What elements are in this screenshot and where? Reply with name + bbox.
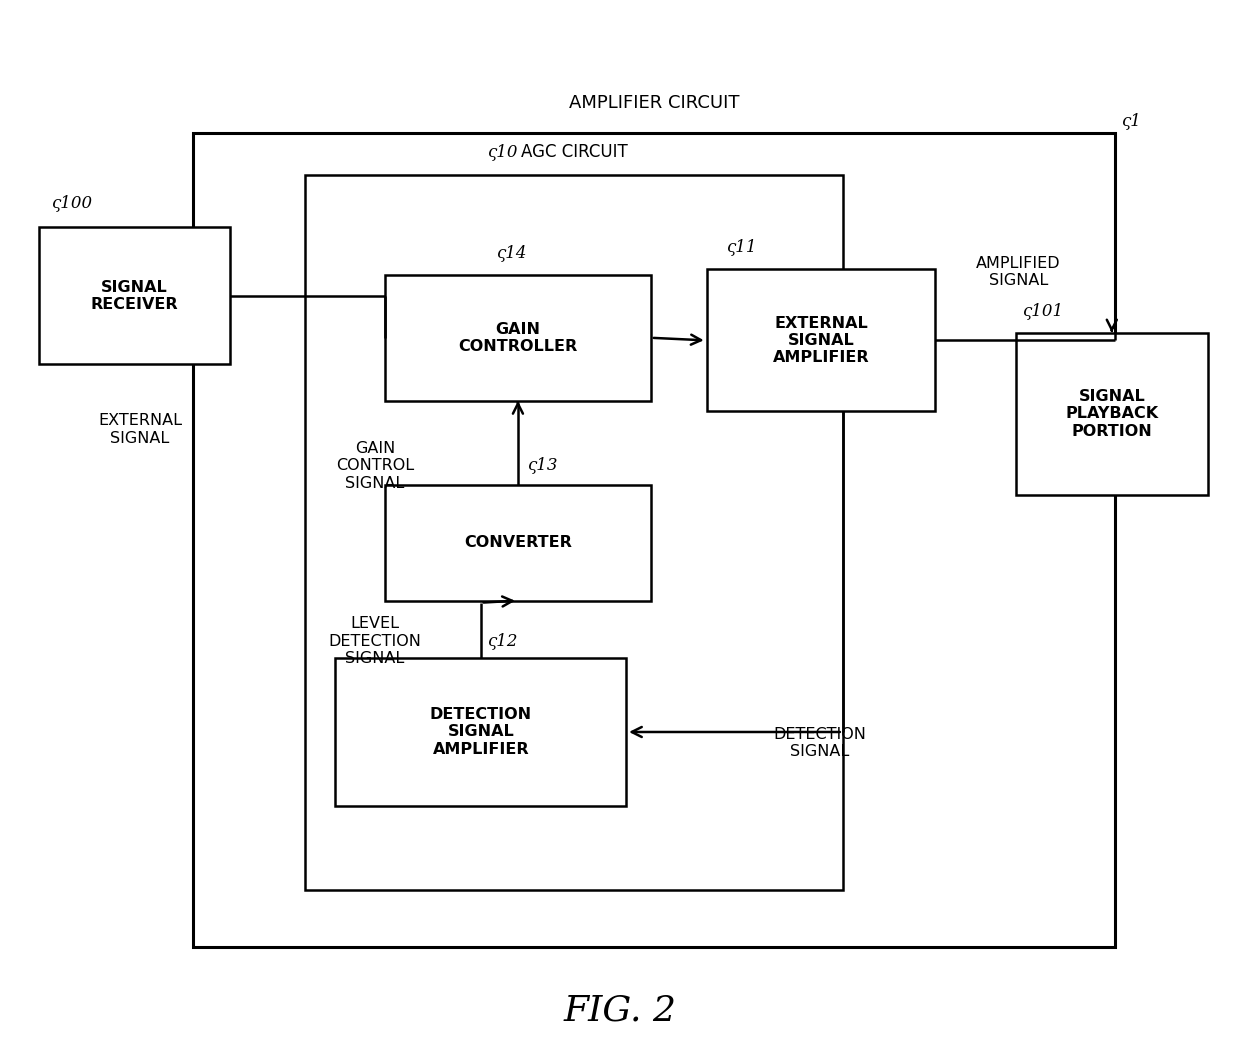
Text: AMPLIFIER CIRCUIT: AMPLIFIER CIRCUIT [569, 94, 740, 112]
Bar [193, 133, 1115, 948]
Text: CONVERTER: CONVERTER [464, 535, 572, 550]
Bar [336, 659, 626, 805]
Text: GAIN
CONTROLLER: GAIN CONTROLLER [459, 321, 578, 354]
Text: GAIN
CONTROL
SIGNAL: GAIN CONTROL SIGNAL [336, 441, 414, 490]
Text: ς14: ς14 [496, 246, 527, 262]
Bar [384, 485, 651, 601]
Text: AMPLIFIED
SIGNAL: AMPLIFIED SIGNAL [976, 256, 1061, 288]
Text: SIGNAL
RECEIVER: SIGNAL RECEIVER [91, 279, 179, 312]
Text: AGC CIRCUIT: AGC CIRCUIT [521, 143, 627, 161]
Text: EXTERNAL
SIGNAL
AMPLIFIER: EXTERNAL SIGNAL AMPLIFIER [773, 315, 869, 366]
Text: ς101: ς101 [1022, 302, 1063, 320]
Text: EXTERNAL
SIGNAL: EXTERNAL SIGNAL [98, 413, 182, 446]
Bar [384, 275, 651, 401]
Bar [707, 270, 935, 411]
Bar [38, 228, 231, 364]
Text: DETECTION
SIGNAL
AMPLIFIER: DETECTION SIGNAL AMPLIFIER [430, 707, 532, 757]
Text: ς100: ς100 [51, 195, 92, 212]
Text: ς10: ς10 [487, 144, 518, 161]
Bar [1016, 332, 1208, 495]
Text: SIGNAL
PLAYBACK
PORTION: SIGNAL PLAYBACK PORTION [1065, 389, 1158, 438]
Text: ς12: ς12 [487, 633, 518, 650]
Text: DETECTION
SIGNAL: DETECTION SIGNAL [774, 726, 867, 759]
Text: ς11: ς11 [727, 239, 756, 256]
Text: ς13: ς13 [527, 457, 558, 474]
Text: LEVEL
DETECTION
SIGNAL: LEVEL DETECTION SIGNAL [329, 617, 422, 666]
Text: ς1: ς1 [1121, 113, 1141, 130]
Bar [305, 175, 843, 890]
Text: FIG. 2: FIG. 2 [563, 994, 677, 1028]
